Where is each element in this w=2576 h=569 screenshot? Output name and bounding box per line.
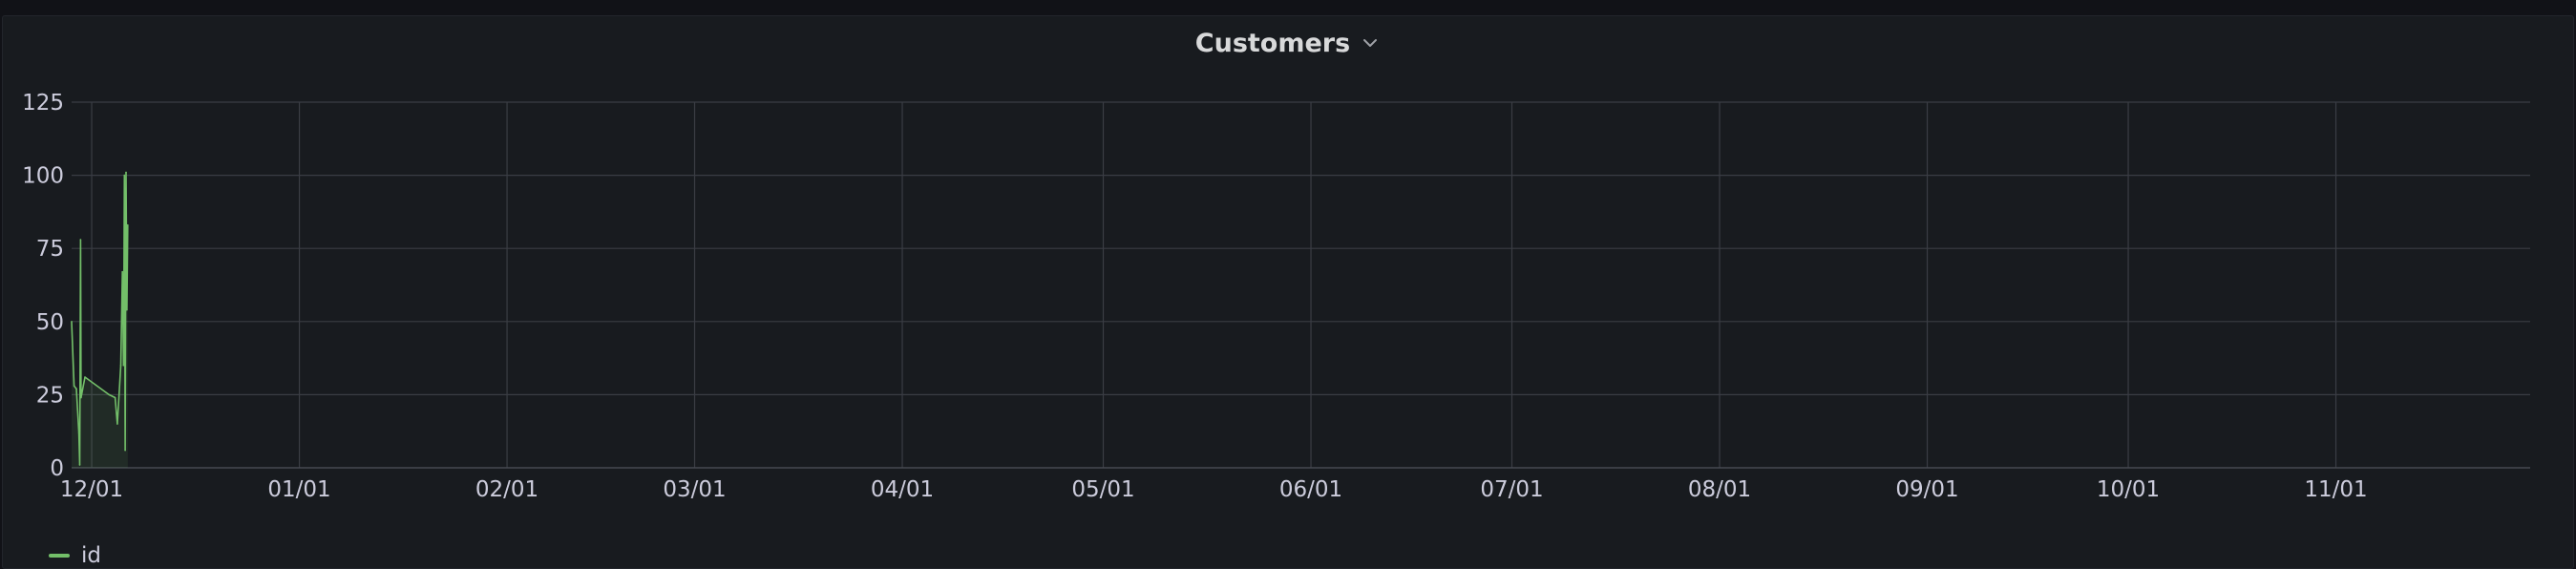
series-area (72, 172, 128, 468)
legend-series-label[interactable]: id (81, 543, 101, 568)
data-point (75, 388, 77, 390)
data-point (124, 449, 126, 452)
data-point (77, 432, 80, 434)
x-tick-label: 07/01 (1480, 477, 1543, 502)
time-series-chart: 0 25 50 75 100 125 12/01 01/01 02/01 03/01 04/01 0… (22, 91, 2530, 502)
x-tick-label: 08/01 (1688, 477, 1751, 502)
x-tick-label: 05/01 (1071, 477, 1134, 502)
data-point (84, 376, 86, 378)
x-tick-label: 09/01 (1895, 477, 1958, 502)
data-point (126, 223, 129, 226)
legend[interactable]: id (49, 543, 101, 568)
y-tick-label: 125 (22, 91, 64, 116)
y-tick-label: 50 (36, 310, 64, 335)
y-tick-label: 100 (22, 164, 64, 189)
panel-header[interactable]: Customers (3, 16, 2573, 70)
data-point (71, 321, 73, 323)
x-tick-label: 12/01 (60, 477, 123, 502)
y-tick-label: 0 (50, 456, 64, 481)
y-tick-label: 25 (36, 383, 64, 408)
data-point (126, 308, 128, 311)
data-point (125, 171, 127, 174)
data-point (114, 396, 116, 399)
x-tick-label: 02/01 (475, 477, 538, 502)
x-tick-label: 01/01 (267, 477, 330, 502)
data-point (122, 364, 125, 367)
chart-panel: Customers 0 25 50 75 100 125 12/01 01/01 02/01 0… (2, 15, 2574, 569)
data-point (116, 423, 118, 425)
y-tick-label: 75 (36, 237, 64, 262)
data-point (121, 270, 124, 273)
panel-title[interactable]: Customers (1194, 28, 1351, 58)
x-tick-label: 10/01 (2097, 477, 2160, 502)
data-point (80, 396, 82, 399)
data-point (78, 464, 81, 466)
grid (72, 101, 2530, 469)
y-axis: 0 25 50 75 100 125 (22, 91, 64, 481)
data-point (123, 174, 126, 177)
data-point (119, 364, 122, 367)
x-tick-label: 11/01 (2304, 477, 2367, 502)
x-tick-label: 04/01 (871, 477, 934, 502)
data-point (108, 393, 110, 396)
data-point (79, 239, 82, 241)
legend-swatch (49, 554, 70, 558)
x-tick-label: 06/01 (1279, 477, 1342, 502)
x-axis: 12/01 01/01 02/01 03/01 04/01 05/01 06/01 07/01… (60, 477, 2368, 502)
data-point (73, 385, 75, 388)
x-tick-label: 03/01 (663, 477, 726, 502)
series-layer (71, 171, 129, 468)
chevron-down-icon[interactable] (1360, 32, 1381, 53)
